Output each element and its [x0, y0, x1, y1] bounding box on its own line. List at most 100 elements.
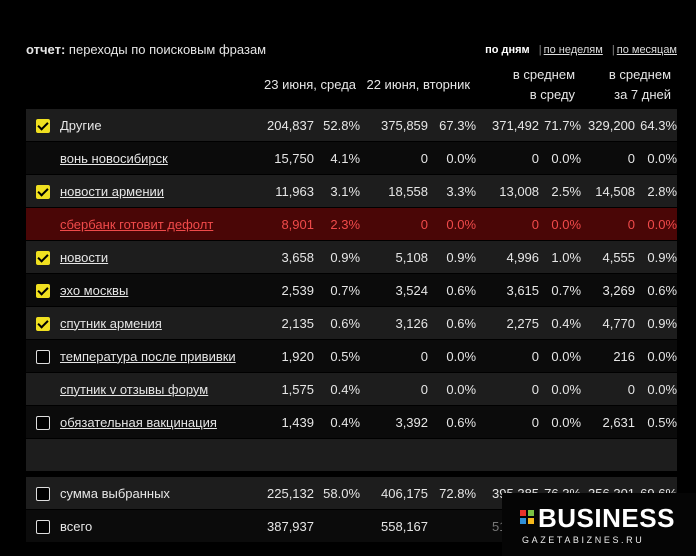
- header-checkbox-col: [26, 62, 60, 109]
- percent-cell: 0.4%: [314, 372, 361, 406]
- value-cell: 0: [581, 372, 636, 406]
- checkbox-cell: [26, 108, 60, 142]
- phrase-cell: новости: [60, 240, 256, 274]
- value-cell: 0: [360, 339, 429, 373]
- percent-cell: 0.5%: [314, 339, 361, 373]
- logo-brand: BUSINESS: [538, 503, 675, 533]
- phrase-link[interactable]: сбербанк готовит дефолт: [60, 216, 214, 232]
- row-checkbox[interactable]: [36, 415, 50, 430]
- row-checkbox[interactable]: [36, 250, 50, 265]
- phrase-cell: обязательная вакцинация: [60, 405, 256, 439]
- header-phrase-col: [60, 62, 256, 109]
- report-title: отчет: переходы по поисковым фразам: [26, 42, 266, 57]
- phrase-link[interactable]: температура после прививки: [60, 348, 236, 364]
- row-checkbox[interactable]: [36, 184, 50, 199]
- row-checkbox[interactable]: [36, 316, 50, 331]
- header-date-1: 23 июня, среда: [264, 77, 357, 92]
- percent-cell: 3.1%: [314, 174, 361, 208]
- value-cell: 558,167: [360, 509, 429, 542]
- phrase-link[interactable]: обязательная вакцинация: [60, 414, 217, 430]
- value-cell: 0: [476, 141, 540, 175]
- value-cell: 13,008: [476, 174, 540, 208]
- percent-cell: 0.0%: [635, 141, 678, 175]
- checkbox-cell: [26, 174, 60, 208]
- percent-cell: 0.0%: [428, 372, 477, 406]
- row-checkbox[interactable]: [36, 118, 50, 133]
- table-spacer-row: [26, 438, 678, 471]
- percent-cell: 0.0%: [539, 405, 582, 439]
- row-checkbox[interactable]: [36, 349, 50, 364]
- report-name: переходы по поисковым фразам: [68, 42, 267, 57]
- phrase-cell: спутник v отзывы форум: [60, 372, 256, 406]
- percent-cell: 0.7%: [539, 273, 582, 307]
- row-checkbox[interactable]: [36, 519, 50, 534]
- percent-cell: 0.9%: [314, 240, 361, 274]
- value-cell: 329,200: [581, 108, 636, 142]
- percent-cell: 0.0%: [428, 207, 477, 241]
- percent-cell: 58.0%: [314, 476, 361, 510]
- value-cell: 1,920: [256, 339, 314, 373]
- value-cell: 14,508: [581, 174, 636, 208]
- value-cell: 0: [360, 207, 429, 241]
- phrase-link[interactable]: новости: [60, 249, 109, 265]
- percent-cell: 0.0%: [539, 141, 582, 175]
- separator: |: [538, 44, 542, 56]
- phrase-link[interactable]: вонь новосибирск: [60, 150, 168, 166]
- search-phrases-table: 23 июня, среда 22 июня, вторник в средне…: [26, 62, 678, 542]
- phrase-cell: сумма выбранных: [60, 476, 256, 510]
- percent-cell: 0.9%: [635, 240, 678, 274]
- percent-cell: 2.5%: [539, 174, 582, 208]
- percent-cell: 71.7%: [539, 108, 582, 142]
- value-cell: 3,658: [256, 240, 314, 274]
- value-cell: 18,558: [360, 174, 429, 208]
- period-by-month[interactable]: по месяцам: [616, 44, 677, 56]
- phrase-label: всего: [60, 518, 93, 534]
- row-checkbox[interactable]: [36, 283, 50, 298]
- table-row: температура после прививки 1,920 0.5% 0 0.0%…: [26, 339, 678, 373]
- table-row: вонь новосибирск 15,750 4.1% 0 0.0% 0 0.0% 0 0.0…: [26, 141, 678, 175]
- percent-cell: [314, 509, 361, 542]
- period-switcher: по дням | по неделям | по месяцам: [485, 44, 677, 56]
- row-checkbox[interactable]: [36, 486, 50, 501]
- phrase-cell: сбербанк готовит дефолт: [60, 207, 256, 241]
- table-row: Другие 204,837 52.8% 375,859 67.3% 371,492 71.…: [26, 108, 678, 142]
- percent-cell: 0.0%: [635, 207, 678, 241]
- percent-cell: 0.6%: [428, 273, 477, 307]
- period-by-week[interactable]: по неделям: [543, 44, 603, 56]
- header-avg-7days-line1: в среднем: [608, 67, 672, 82]
- header-date-2: 22 июня, вторник: [366, 77, 471, 92]
- checkbox-cell: [26, 339, 60, 373]
- percent-cell: 0.6%: [314, 306, 361, 340]
- value-cell: 2,275: [476, 306, 540, 340]
- checkbox-cell: [26, 372, 60, 406]
- phrase-link[interactable]: спутник v отзывы форум: [60, 381, 209, 397]
- percent-cell: 0.4%: [314, 405, 361, 439]
- value-cell: 1,439: [256, 405, 314, 439]
- table-gap-row: [26, 471, 678, 477]
- percent-cell: 4.1%: [314, 141, 361, 175]
- percent-cell: 0.6%: [635, 273, 678, 307]
- checkbox-cell: [26, 476, 60, 510]
- phrase-link[interactable]: спутник армения: [60, 315, 162, 331]
- phrase-cell: спутник армения: [60, 306, 256, 340]
- checkbox-cell: [26, 273, 60, 307]
- table-row: спутник v отзывы форум 1,575 0.4% 0 0.0% 0 0.0…: [26, 372, 678, 406]
- checkbox-cell: [26, 141, 60, 175]
- percent-cell: 0.0%: [539, 339, 582, 373]
- phrase-link[interactable]: новости армении: [60, 183, 165, 199]
- header-avg-weekday-line2: в среду: [529, 87, 576, 102]
- phrase-cell: всего: [60, 509, 256, 542]
- value-cell: 375,859: [360, 108, 429, 142]
- table-row: новости армении 11,963 3.1% 18,558 3.3% 13,00…: [26, 174, 678, 208]
- value-cell: 3,126: [360, 306, 429, 340]
- logo-site: GAZETABIZNES.RU: [522, 535, 645, 545]
- checkbox-cell: [26, 207, 60, 241]
- checkbox-cell: [26, 405, 60, 439]
- table-row: эхо москвы 2,539 0.7% 3,524 0.6% 3,615 0.7% 3,2…: [26, 273, 678, 307]
- phrase-label: сумма выбранных: [60, 485, 170, 501]
- period-by-day[interactable]: по дням: [485, 44, 530, 56]
- checkbox-cell: [26, 509, 60, 542]
- phrase-cell: новости армении: [60, 174, 256, 208]
- phrase-cell: температура после прививки: [60, 339, 256, 373]
- phrase-link[interactable]: эхо москвы: [60, 282, 129, 298]
